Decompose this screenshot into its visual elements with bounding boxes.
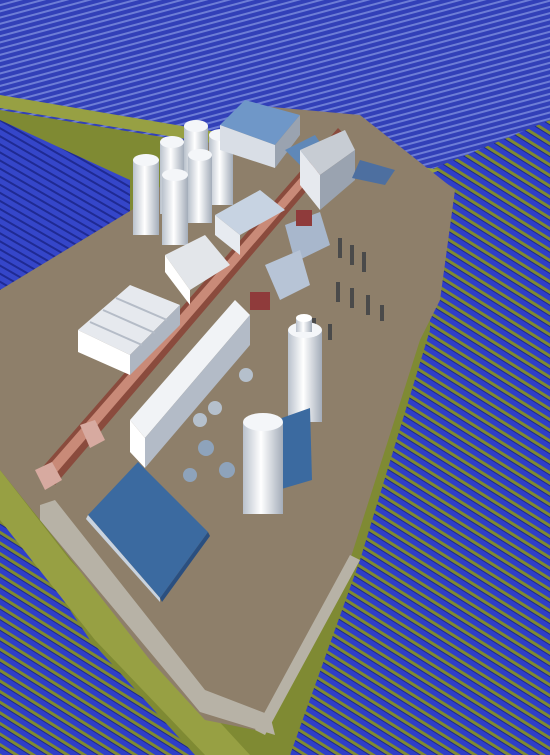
solar-field-right [290, 120, 550, 755]
site-road [255, 555, 360, 735]
site-road [40, 500, 275, 735]
building-top [220, 100, 325, 168]
pipe-connector [35, 420, 105, 490]
pipe-rack [45, 132, 345, 478]
equipment-cluster [165, 210, 330, 310]
storage-tank-large [243, 408, 312, 514]
solar-field-bottom-left [0, 505, 195, 755]
process-block [215, 130, 395, 255]
water-basin [86, 462, 210, 602]
cooling-cells [78, 285, 180, 375]
solar-field-left [0, 120, 130, 290]
small-tanks [183, 368, 253, 482]
storage-tank-medium [288, 314, 322, 422]
turbine-hall [130, 300, 250, 468]
